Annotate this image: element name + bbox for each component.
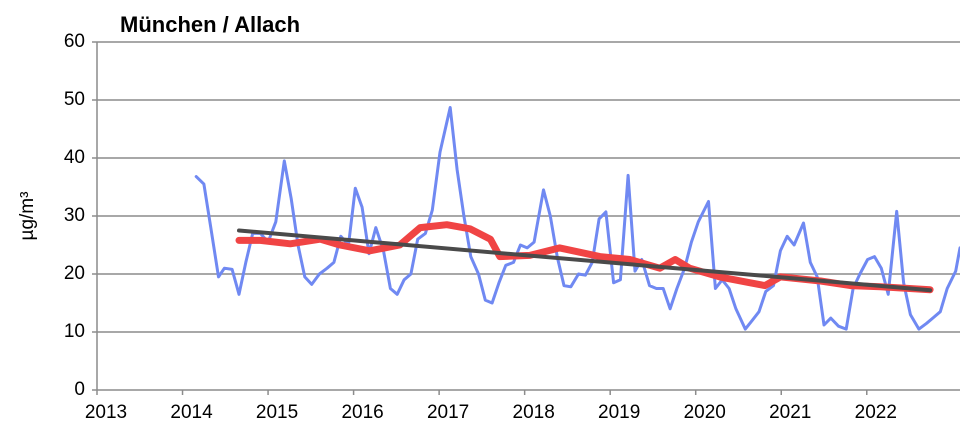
y-tick-label: 20	[64, 263, 85, 284]
x-tick-label: 2015	[256, 402, 298, 423]
y-tick-label: 10	[64, 321, 85, 342]
x-tick-label: 2013	[85, 402, 127, 423]
series-line	[194, 106, 960, 331]
x-tick-label: 2016	[341, 402, 383, 423]
y-tick-label: 40	[64, 147, 85, 168]
x-tick-label: 2022	[855, 402, 897, 423]
y-tick-label: 0	[74, 379, 85, 400]
y-axis-label: µg/m³	[17, 192, 38, 241]
y-tick-label: 60	[64, 31, 85, 52]
chart-title: München / Allach	[120, 12, 300, 37]
x-tick-label: 2018	[513, 402, 555, 423]
x-tick-label: 2021	[769, 402, 811, 423]
y-tick-label: 50	[64, 89, 85, 110]
x-tick-label: 2019	[598, 402, 640, 423]
series-line	[237, 228, 933, 293]
y-tick-label: 30	[64, 205, 85, 226]
x-tick-label: 2017	[427, 402, 469, 423]
x-tick-label: 2020	[684, 402, 726, 423]
x-tick-label: 2014	[170, 402, 213, 423]
series-line	[235, 221, 934, 294]
